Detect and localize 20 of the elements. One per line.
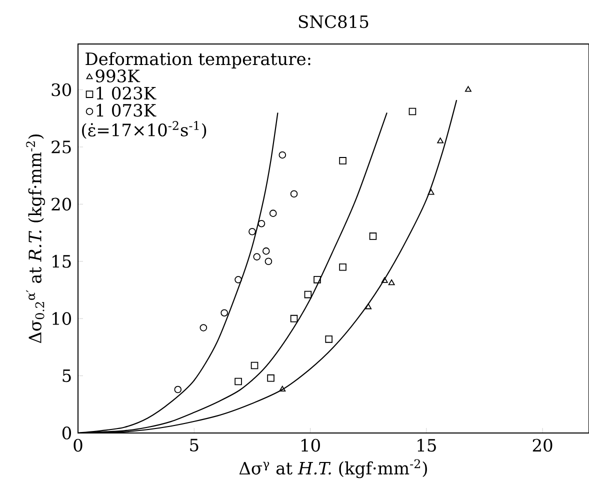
legend-title: Deformation temperature: <box>86 52 310 69</box>
legend-label: 1 023K <box>96 86 156 100</box>
x-tick-label: 5 <box>190 438 198 452</box>
x-tick-label: 0 <box>74 438 82 452</box>
x-tick-label: 10 <box>302 438 320 452</box>
y-tick-label: 20 <box>52 198 72 211</box>
x-axis-title: Δσ$^{γ}$ at H.T. (kgf·mm$^{-2}$) <box>239 459 427 478</box>
y-tick-label: 5 <box>62 369 71 382</box>
y-tick-label: 15 <box>52 254 71 268</box>
x-tick-label: 20 <box>532 438 552 452</box>
legend-label: 1 073K <box>96 104 156 117</box>
annotation: (ε̇=17×10$^{-2}$s$^{-1}$) <box>82 121 206 139</box>
y-tick-label: 30 <box>52 83 72 96</box>
x-tick-label: 15 <box>418 438 436 452</box>
y-axis-title: Δσ$_{0.2}$$^{α′}$ at R.T. (kgf·mm$^{-2}$) <box>26 134 45 344</box>
legend-label: 993K <box>96 70 140 82</box>
chart-title: SNC815 <box>298 15 368 28</box>
y-tick-label: 10 <box>52 312 72 325</box>
y-tick-label: 25 <box>52 140 71 154</box>
y-tick-label: 0 <box>62 426 72 440</box>
